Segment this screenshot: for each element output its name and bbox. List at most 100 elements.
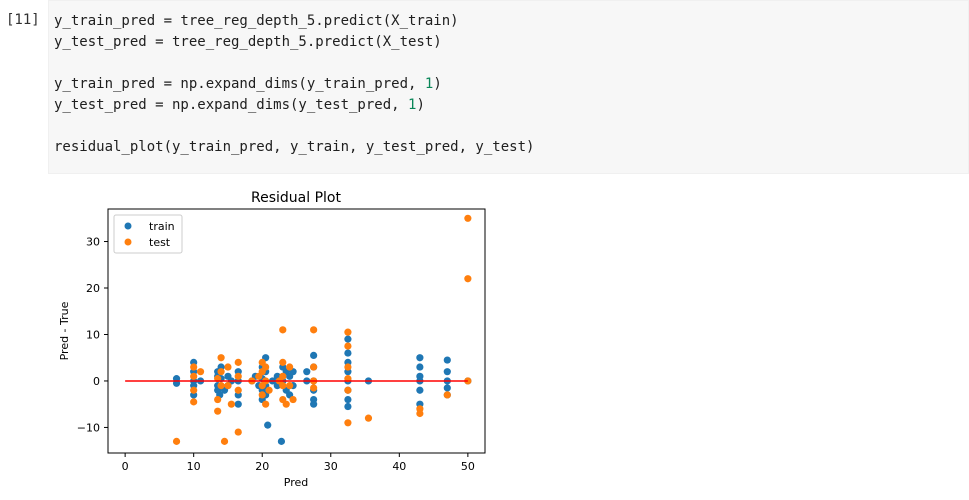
code-number-literal: 1 [408,97,417,113]
test-point [310,363,318,371]
test-point [286,363,294,371]
code-line: y_train_pred = np.expand_dims(y_train_pr… [54,74,968,95]
cell-prompt: [11] [6,12,40,28]
code-blank-line [54,53,968,74]
legend-train-label: train [149,220,175,233]
train-point [344,335,352,343]
residual-plot-figure: Residual Plot 0 10 20 30 40 50 −10 0 10 20 30 tra… [58,190,486,489]
test-point [217,382,225,390]
test-point [344,328,352,336]
test-series [172,214,472,445]
x-tick-label: 50 [461,460,475,473]
train-point [264,421,272,429]
code-line: y_test_pred = tree_reg_depth_5.predict(X… [54,32,968,53]
train-point [277,437,286,445]
train-point [443,368,451,376]
test-point [224,363,232,371]
train-point [303,368,311,376]
test-point [279,372,287,380]
code-line: y_train_pred = tree_reg_depth_5.predict(… [54,11,968,32]
test-point [227,400,235,408]
test-point [220,437,229,445]
legend: train test [113,214,183,254]
train-point [234,400,242,408]
x-tick-label: 0 [122,460,129,473]
test-point [464,275,472,283]
code-blank-line [54,116,968,137]
y-tick-label: 0 [93,375,100,388]
test-point [214,407,222,415]
test-point [464,214,472,222]
train-point [310,400,318,408]
test-point [196,368,205,376]
code-text: ) [416,97,425,113]
code-text: y_train_pred = tree_reg_depth_5.predict(… [54,13,459,29]
train-point [344,349,352,357]
test-point [217,354,225,362]
test-point [364,414,373,422]
test-point [344,363,352,371]
x-axis-label: Pred [284,476,308,489]
train-point [443,356,451,364]
test-point [234,428,242,436]
code-text: y_train_pred = np.expand_dims(y_train_pr… [54,76,425,92]
code-line: y_test_pred = np.expand_dims(y_test_pred… [54,95,968,116]
code-text: residual_plot(y_train_pred, y_train, y_t… [54,139,535,155]
legend-test-marker [124,238,132,246]
test-point [224,382,232,390]
legend-test-label: test [149,236,171,249]
test-point [443,391,451,399]
train-point [443,384,451,392]
test-point [214,395,222,404]
legend-train-marker [124,222,132,230]
x-tick-label: 10 [187,460,201,473]
code-editor[interactable]: y_train_pred = tree_reg_depth_5.predict(… [48,0,969,174]
test-point [310,326,318,334]
test-point [310,384,318,392]
notebook-input-cell[interactable]: [11] y_train_pred = tree_reg_depth_5.pre… [0,0,969,174]
test-point [344,342,352,350]
test-point [279,326,287,334]
chart-title: Residual Plot [251,190,341,206]
test-point [282,400,290,408]
test-point [286,382,294,390]
train-point [416,363,424,371]
test-point [279,358,287,366]
test-point [416,409,424,418]
train-point [310,351,318,359]
train-point [344,395,352,404]
test-point [265,386,273,394]
y-tick-label: 10 [86,328,100,341]
x-tick-label: 40 [392,460,406,473]
notebook-output-cell: Residual Plot 0 10 20 30 40 50 −10 0 10 20 30 tra… [0,174,969,496]
test-point [279,382,287,390]
test-point [344,386,352,394]
code-line: residual_plot(y_train_pred, y_train, y_t… [54,137,968,158]
test-point [190,398,198,406]
test-point [262,400,270,408]
x-axis-ticks: 0 10 20 30 40 50 [122,453,475,473]
test-point [172,437,181,445]
train-point [344,402,352,411]
x-tick-label: 30 [324,460,338,473]
test-point [289,395,297,404]
code-text: ) [433,76,442,92]
y-tick-label: 20 [86,282,100,295]
y-axis-ticks: −10 0 10 20 30 [77,236,108,434]
train-point [416,386,424,394]
test-point [262,363,270,371]
test-point [234,386,242,394]
test-point [344,419,352,427]
test-point [234,372,242,380]
y-axis-label: Pred - True [58,301,71,360]
test-point [217,368,225,376]
code-number-literal: 1 [424,76,434,92]
code-text: y_test_pred = np.expand_dims(y_test_pred… [54,97,409,113]
train-point [416,354,424,362]
code-text: y_test_pred = tree_reg_depth_5.predict(X… [54,34,442,50]
test-point [190,372,198,380]
test-point [258,391,266,399]
test-point [234,358,242,366]
test-point [190,363,198,371]
y-tick-label: 30 [86,236,100,249]
